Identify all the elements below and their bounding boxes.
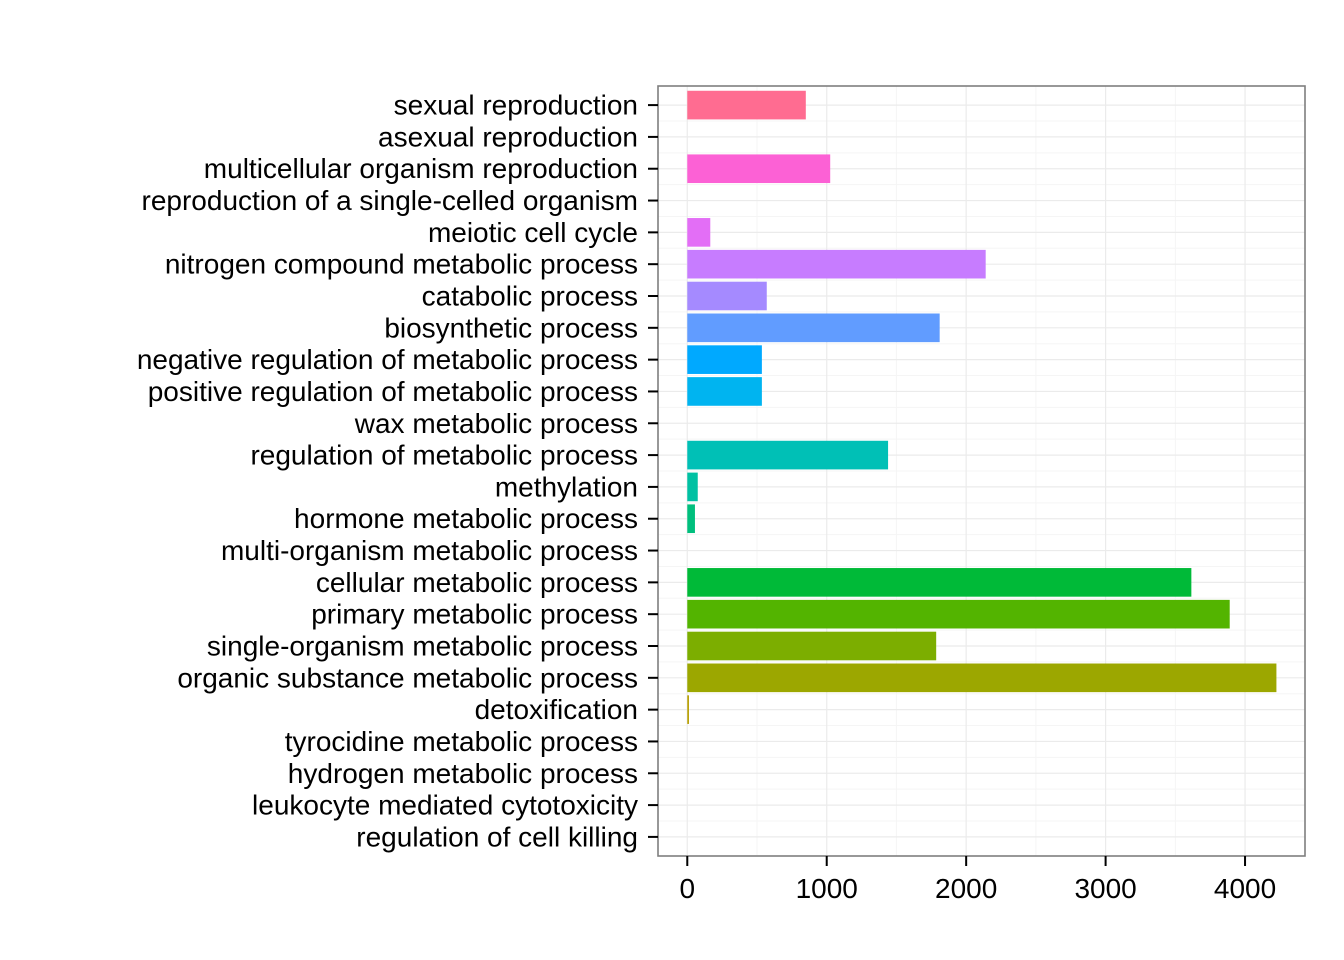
- y-tick-label: single-organism metabolic process: [207, 631, 638, 662]
- bar: [687, 377, 762, 406]
- bar: [687, 663, 1277, 693]
- bar: [687, 218, 711, 247]
- minor-gridlines: [658, 86, 1305, 856]
- y-tick-label: hydrogen metabolic process: [288, 758, 638, 789]
- bar: [687, 504, 695, 534]
- y-tick-label: regulation of cell killing: [356, 821, 638, 852]
- y-tick-label: negative regulation of metabolic process: [137, 344, 638, 375]
- bar: [687, 599, 1230, 629]
- bar: [687, 440, 889, 470]
- y-tick-label: meiotic cell cycle: [428, 217, 638, 248]
- y-tick-label: biosynthetic process: [384, 312, 638, 343]
- x-tick-label: 4000: [1214, 873, 1276, 904]
- y-tick-label: positive regulation of metabolic process: [148, 376, 638, 407]
- y-tick-label: multicellular organism reproduction: [204, 153, 638, 184]
- y-tick-label: primary metabolic process: [311, 599, 638, 630]
- x-tick-label: 2000: [935, 873, 997, 904]
- bar: [687, 313, 940, 343]
- plot-panel-border: [657, 85, 1306, 857]
- y-tick-label: organic substance metabolic process: [177, 662, 638, 693]
- y-tick-label: regulation of metabolic process: [250, 440, 638, 471]
- x-tick-label: 3000: [1074, 873, 1136, 904]
- y-tick-label: nitrogen compound metabolic process: [165, 249, 638, 280]
- y-tick-label: leukocyte mediated cytotoxicity: [252, 790, 638, 821]
- bar: [687, 249, 986, 279]
- bar: [687, 472, 698, 502]
- y-tick-label: reproduction of a single-celled organism: [142, 185, 639, 216]
- bar: [687, 631, 937, 661]
- bar: [687, 154, 831, 184]
- y-tick-label: wax metabolic process: [354, 408, 638, 439]
- x-tick-label: 1000: [796, 873, 858, 904]
- bar: [687, 345, 762, 374]
- y-tick-label: methylation: [495, 471, 638, 502]
- y-tick-label: hormone metabolic process: [294, 503, 638, 534]
- x-axis: 0 1000 2000 3000 4000: [679, 856, 1276, 904]
- y-tick-label: catabolic process: [422, 281, 638, 312]
- y-tick-label: detoxification: [475, 694, 638, 725]
- y-tick-label: tyrocidine metabolic process: [285, 726, 638, 757]
- y-tick-label: multi-organism metabolic process: [221, 535, 638, 566]
- y-tick-label: sexual reproduction: [394, 90, 638, 121]
- x-tick-label: 0: [679, 873, 695, 904]
- y-tick-label: asexual reproduction: [378, 121, 638, 152]
- bars: [687, 90, 1277, 724]
- bar: [687, 695, 689, 724]
- bar: [687, 90, 806, 120]
- bar: [687, 281, 767, 311]
- y-tick-label: cellular metabolic process: [316, 567, 638, 598]
- bar: [687, 568, 1192, 597]
